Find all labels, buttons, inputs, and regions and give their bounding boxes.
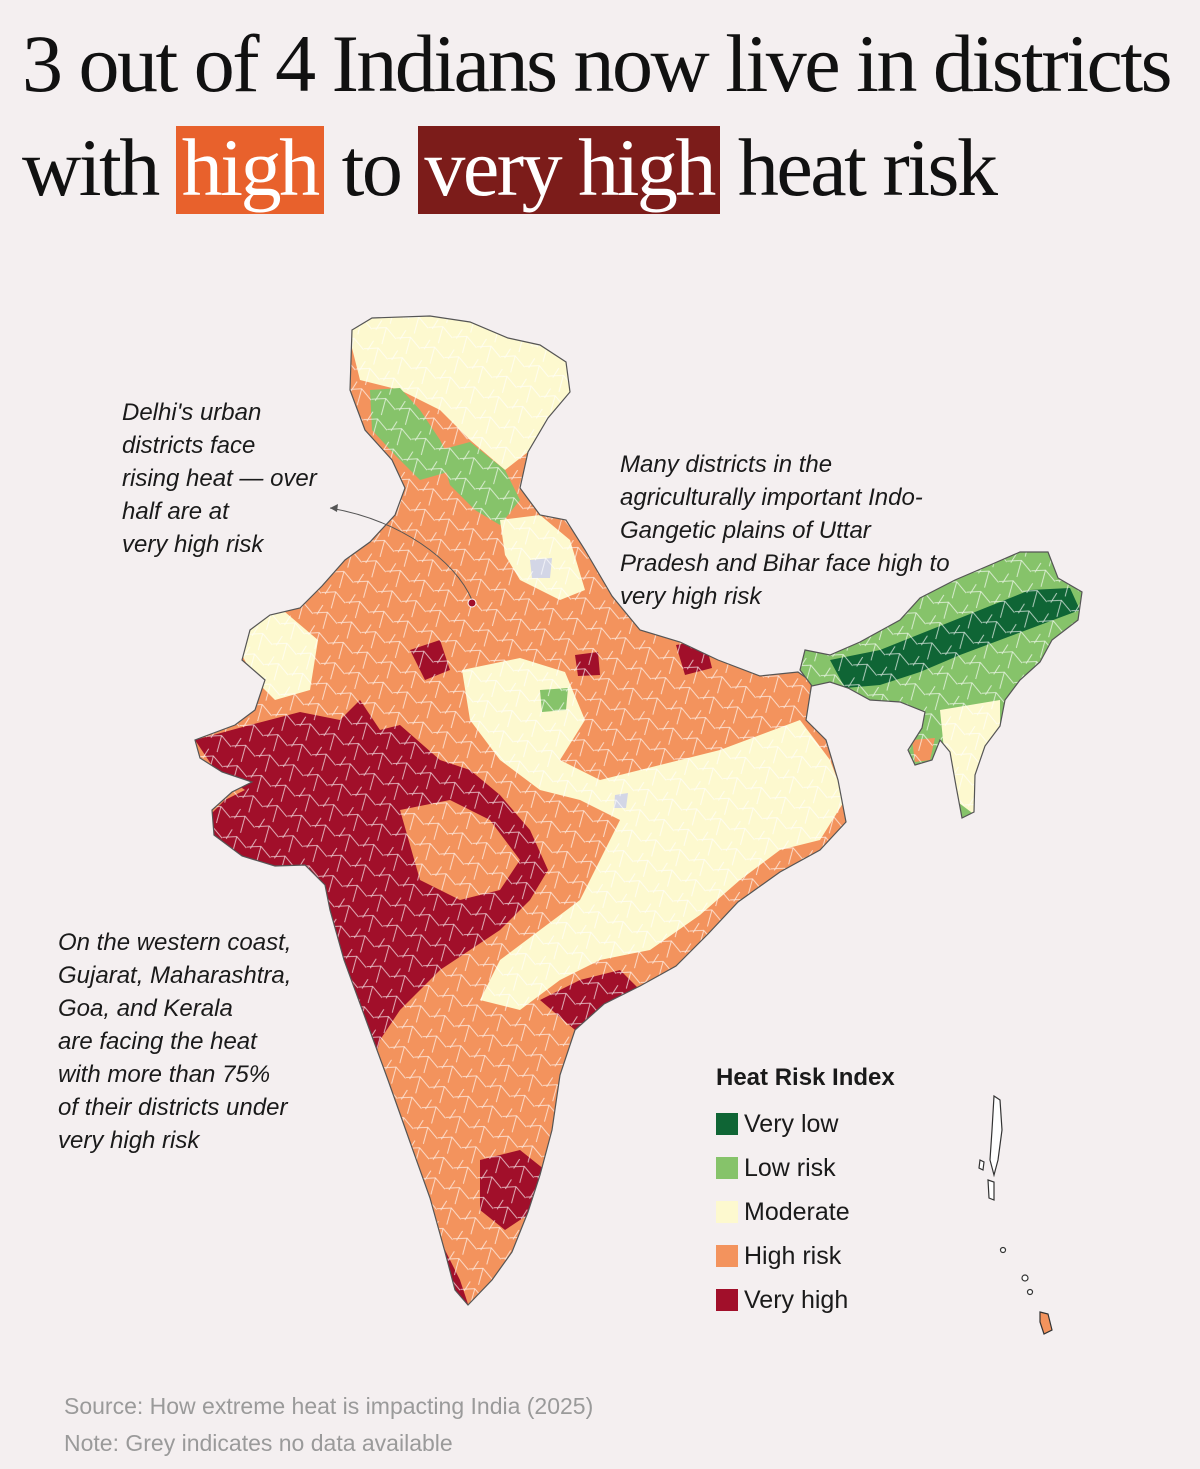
northeast-outline [799, 551, 1083, 819]
legend-item: Low risk [716, 1146, 895, 1190]
legend-swatch [716, 1201, 738, 1223]
title-highlight-high: high [175, 126, 324, 214]
annotation-delhi: Delhi's urban districts face rising heat… [122, 399, 317, 558]
footer: Source: How extreme heat is impacting In… [64, 1388, 593, 1462]
delhi-callout-arrowhead [330, 504, 338, 512]
legend-swatch [716, 1245, 738, 1267]
source-note: Source: How extreme heat is impacting In… [64, 1393, 594, 1419]
andaman-nicobar-islands [978, 1094, 1053, 1335]
legend-swatch [716, 1289, 738, 1311]
annotation-western-coast: On the western coast, Gujarat, Maharasht… [58, 929, 292, 1154]
delhi-marker [467, 598, 477, 608]
legend-label: Very high [744, 1285, 849, 1314]
title-part1: 3 out of 4 Indians now live in districts… [22, 18, 1173, 213]
legend-swatch [716, 1157, 738, 1179]
legend-items: Very low Low risk Moderate High risk Very hi… [716, 1102, 895, 1322]
annotation-gangetic-plains: Many districts in the agriculturally imp… [620, 451, 950, 610]
no-data-note: Note: Grey indicates no data available [64, 1430, 453, 1456]
legend-title: Heat Risk Index [716, 1064, 895, 1091]
no-data-patch-sikkim [805, 618, 828, 645]
legend-item: Very high [716, 1278, 895, 1322]
title-part2: heat risk [737, 122, 998, 213]
chart-title: 3 out of 4 Indians now live in districts… [22, 12, 1182, 220]
legend-item: Very low [716, 1102, 895, 1146]
legend: Heat Risk Index Very low Low risk Moderate… [716, 1064, 895, 1322]
legend-label: Moderate [744, 1197, 850, 1226]
legend-item: High risk [716, 1234, 895, 1278]
legend-label: High risk [744, 1241, 842, 1270]
legend-item: Moderate [716, 1190, 895, 1234]
mainland-outline [194, 315, 847, 1306]
delhi-callout-line [329, 507, 473, 601]
india-heat-risk-map [194, 315, 1083, 1335]
legend-swatch [716, 1113, 738, 1135]
legend-label: Very low [744, 1109, 839, 1138]
title-to: to [341, 122, 403, 213]
title-highlight-very-high: very high [418, 126, 720, 214]
legend-label: Low risk [744, 1153, 836, 1182]
